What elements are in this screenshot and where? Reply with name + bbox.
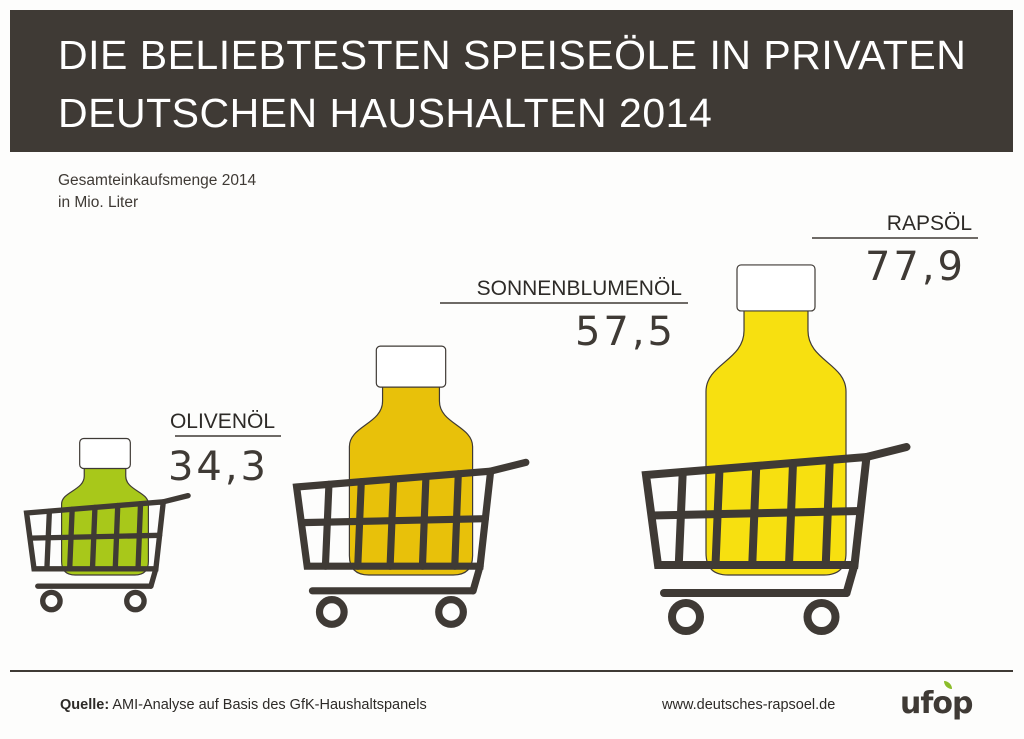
bottle-cap-1 <box>79 437 131 470</box>
category-label-2: SONNENBLUMENÖL <box>477 277 682 300</box>
bottle-cap-3 <box>736 264 816 312</box>
bottle-bar-1 <box>61 465 149 576</box>
bottle-cap-2 <box>375 345 447 388</box>
shopping-cart-icon-2 <box>292 458 530 628</box>
subtitle-line1: Gesamteinkaufsmenge 2014 <box>58 172 257 189</box>
subtitle-line2: in Mio. Liter <box>58 194 139 211</box>
footer-divider <box>10 670 1013 672</box>
value-label-1: 34,3 <box>168 444 269 490</box>
source-text: AMI-Analyse auf Basis des GfK-Haushaltsp… <box>109 697 427 713</box>
category-label-3: RAPSÖL <box>887 212 972 235</box>
source-label: Quelle: <box>60 697 110 713</box>
shopping-cart-icon-3 <box>641 443 911 635</box>
logo-leaf-icon <box>944 681 952 689</box>
website-url: www.deutsches-rapsoel.de <box>662 697 836 713</box>
chart-title-line1: DIE BELIEBTESTEN SPEISEÖLE IN PRIVATEN <box>58 32 967 78</box>
chart-title-line2: DEUTSCHEN HAUSHALTEN 2014 <box>58 90 713 136</box>
ufop-logo: ufop <box>900 686 973 721</box>
value-label-3: 77,9 <box>865 244 966 290</box>
category-label-1: OLIVENÖL <box>170 410 275 433</box>
shopping-cart-icon-1 <box>23 492 191 613</box>
value-label-2: 57,5 <box>575 309 676 355</box>
source-note: Quelle: AMI-Analyse auf Basis des GfK-Ha… <box>60 697 427 713</box>
title-banner: DIE BELIEBTESTEN SPEISEÖLE IN PRIVATEN D… <box>10 10 1013 152</box>
chart-subtitle: Gesamteinkaufsmenge 2014 in Mio. Liter <box>58 170 256 214</box>
